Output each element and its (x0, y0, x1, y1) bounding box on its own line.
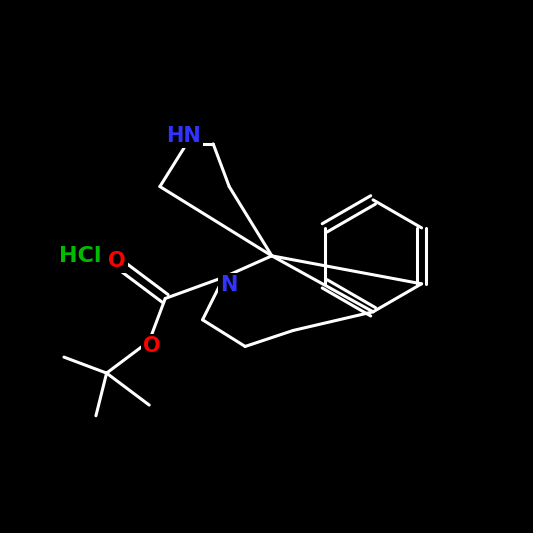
Text: HN: HN (166, 126, 201, 146)
Text: O: O (108, 251, 126, 271)
Text: N: N (221, 275, 238, 295)
Text: O: O (143, 336, 161, 357)
Text: HCl: HCl (59, 246, 101, 266)
